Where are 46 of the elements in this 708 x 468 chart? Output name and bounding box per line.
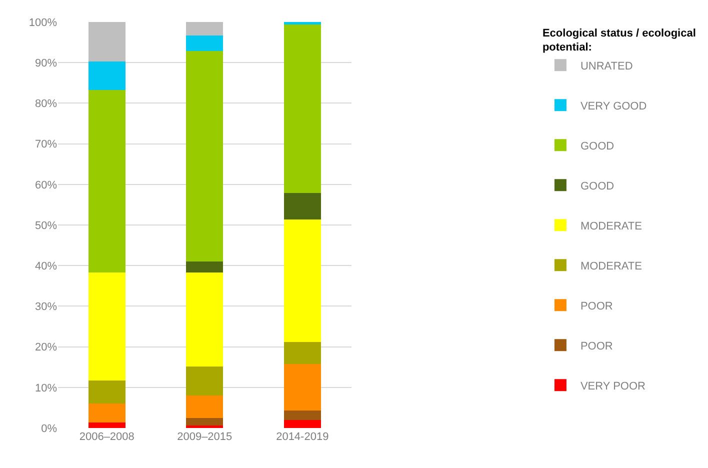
bar (88, 61, 126, 90)
x-tick-label: 2014-2019 (276, 431, 329, 443)
bar (284, 192, 321, 220)
bar (88, 90, 126, 272)
bar (88, 380, 126, 404)
legend-label: POOR (580, 340, 613, 352)
bar (284, 342, 321, 364)
bar (186, 35, 224, 52)
bar (186, 366, 224, 396)
legend-label: GOOD (580, 180, 614, 192)
legend-label: MODERATE (580, 260, 642, 272)
y-tick-label: 70% (34, 138, 58, 151)
bar (284, 220, 321, 342)
legend-label: VERY POOR (580, 380, 646, 392)
bar (284, 420, 321, 428)
bar (186, 272, 224, 367)
bar (88, 22, 126, 62)
y-tick-label: 0% (41, 422, 58, 435)
y-tick-label: 60% (34, 179, 58, 192)
y-tick-label: 30% (34, 301, 58, 314)
bar (186, 262, 224, 272)
y-tick-label: 100% (28, 16, 58, 29)
y-tick-label: 80% (34, 98, 58, 110)
bar (186, 418, 224, 426)
bar (88, 272, 126, 380)
x-tick-label: 2009–2015 (177, 431, 232, 443)
legend-label: VERY GOOD (580, 100, 647, 112)
bar (284, 364, 321, 411)
legend-title: Ecological status / ecological potential: (542, 27, 696, 54)
bar (186, 396, 224, 418)
bar (88, 422, 126, 428)
bar (186, 22, 224, 36)
legend-label: MODERATE (580, 220, 642, 232)
bar (186, 51, 224, 262)
legend-label: POOR (580, 300, 613, 312)
y-tick-label: 90% (34, 57, 58, 70)
bar (88, 404, 126, 423)
y-tick-label: 20% (34, 342, 58, 354)
y-tick-label: 40% (34, 260, 58, 272)
legend-label: GOOD (580, 140, 614, 152)
y-tick-label: 10% (34, 382, 58, 394)
x-tick-label: 2006–2008 (79, 431, 134, 443)
bar (284, 410, 321, 420)
y-tick-label: 50% (34, 220, 58, 232)
bar (284, 24, 321, 193)
legend-label: UNRATED (580, 60, 633, 72)
